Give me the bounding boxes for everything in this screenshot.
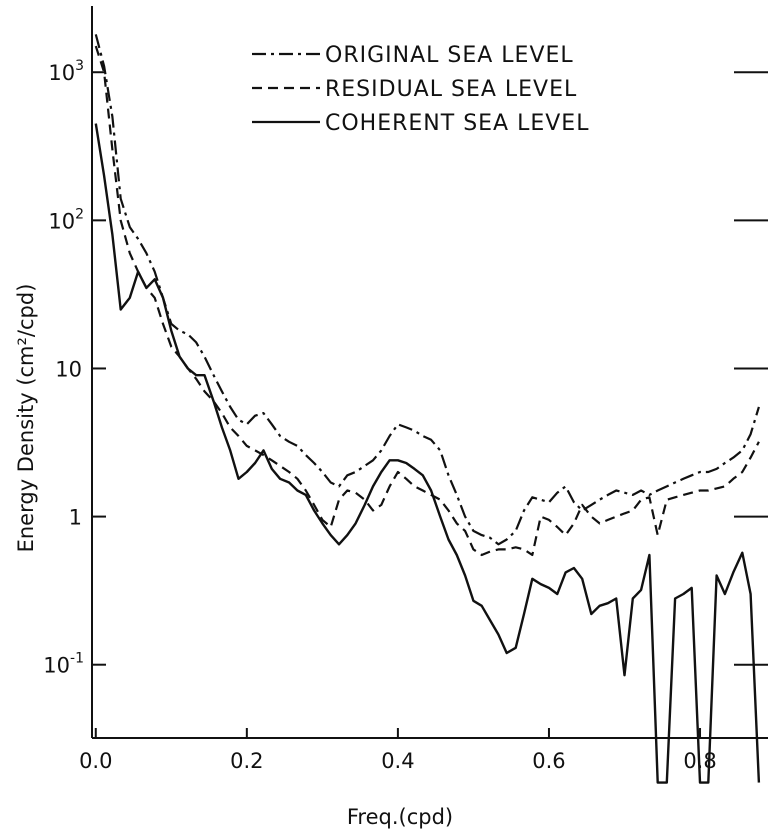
series-layer	[94, 34, 761, 784]
y-tick-exponent-4: 3	[75, 58, 84, 74]
x-axis-label: Freq.(cpd)	[347, 805, 453, 829]
legend-label-2: COHERENT SEA LEVEL	[325, 111, 589, 136]
y-tick-label-4: 103	[48, 58, 84, 85]
y-tick-exponent-0: -1	[70, 651, 84, 667]
ticks-layer: 0.0 0.2 0.4 0.6 0.8 10-1 1 10 102 103	[43, 58, 768, 773]
y-tick-exponent-3: 2	[75, 206, 84, 222]
x-tick-label-0: 0.0	[79, 749, 112, 773]
x-tick-label-1: 0.2	[230, 749, 263, 773]
series-line-1	[94, 45, 760, 557]
series-line-0	[94, 34, 760, 546]
x-tick-label-2: 0.4	[381, 749, 414, 773]
x-tick-label-4: 0.8	[683, 749, 716, 773]
y-tick-label-0: 10-1	[43, 651, 84, 678]
series-line-2	[94, 123, 761, 784]
y-tick-label-2: 10	[55, 357, 82, 381]
legend-label-0: ORIGINAL SEA LEVEL	[325, 43, 574, 68]
legend: ORIGINAL SEA LEVEL RESIDUAL SEA LEVEL COHE…	[252, 43, 589, 136]
y-tick-label-3: 102	[48, 206, 84, 233]
y-tick-label-1: 1	[69, 506, 82, 530]
legend-label-1: RESIDUAL SEA LEVEL	[325, 77, 577, 102]
x-tick-label-3: 0.6	[532, 749, 565, 773]
y-axis-label: Energy Density (cm²/cpd)	[14, 284, 38, 553]
